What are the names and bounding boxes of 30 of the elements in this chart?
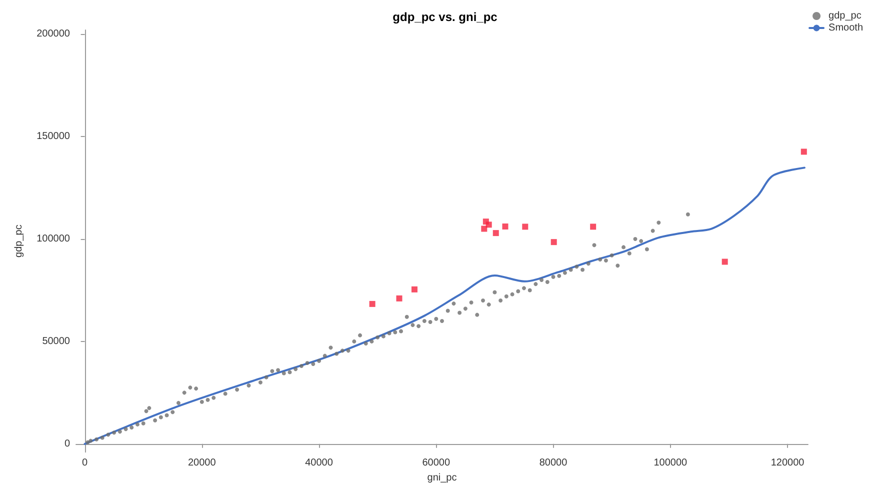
x-tick-label: 0 — [82, 458, 88, 469]
chart-title: gdp_pc vs. gni_pc — [392, 10, 498, 24]
x-tick-label: 100000 — [654, 458, 688, 469]
point — [722, 258, 728, 265]
y-tick-label: 100000 — [36, 234, 70, 244]
point — [502, 224, 508, 230]
x-tick-label: 40000 — [305, 458, 334, 469]
legend-label: gdp_pc — [828, 10, 862, 22]
point — [492, 230, 499, 236]
x-tick-label: 120000 — [770, 458, 805, 469]
x-tick-label: 60000 — [422, 458, 450, 469]
point — [800, 148, 807, 155]
point — [481, 226, 488, 232]
x-tick-label: 20000 — [188, 458, 216, 469]
y-tick-label: 150000 — [36, 131, 70, 142]
point — [550, 239, 557, 246]
y-tick-label: 200000 — [36, 28, 70, 40]
y-axis-title: gdp_pc — [14, 224, 24, 258]
legend-label: Smooth — [828, 22, 864, 34]
point — [411, 286, 418, 292]
x-axis-title: gni_pc — [427, 472, 457, 484]
point — [590, 224, 596, 230]
point — [369, 300, 376, 307]
point — [486, 222, 492, 228]
line-series — [84, 166, 806, 445]
point — [522, 224, 528, 230]
x-tick-label: 80000 — [539, 458, 568, 469]
point — [396, 295, 402, 302]
y-tick-label: 0 — [64, 438, 70, 450]
y-tick-label: 50000 — [42, 336, 70, 347]
